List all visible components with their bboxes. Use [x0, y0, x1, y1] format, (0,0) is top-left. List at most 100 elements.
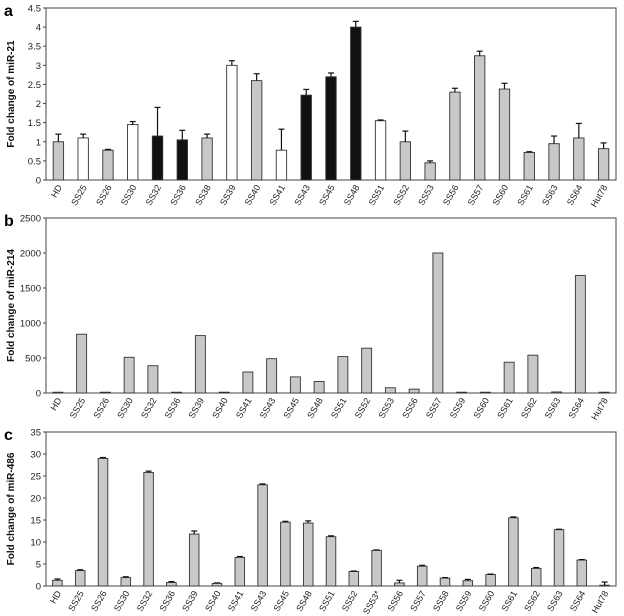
- x-tick-label: SS57: [466, 183, 486, 207]
- bar-SS43: [266, 358, 278, 394]
- x-tick-label: SS32: [139, 396, 159, 420]
- x-tick-label: SS32: [135, 589, 155, 613]
- y-tick-label: 1: [36, 137, 41, 148]
- x-tick-label: SS38: [193, 183, 213, 207]
- bar-HD: [52, 391, 64, 394]
- bar-SS26: [99, 391, 111, 394]
- chart-panel-a: a Fold change of miR-21 0 0.5 1 1.5 2 2.5 3 3.5 4 4…: [4, 3, 617, 209]
- x-tick-label: HD: [48, 589, 63, 606]
- x-tick-label: SS57: [408, 589, 428, 613]
- x-tick-label: SS25: [68, 396, 88, 420]
- x-tick-label: SS52: [340, 589, 360, 613]
- bar-SS57: [474, 55, 486, 181]
- bar-SS60: [479, 391, 491, 394]
- x-tick-label: SS52: [391, 183, 411, 207]
- x-tick-label: Hut78: [589, 183, 610, 209]
- x-tick-label: SS61: [515, 183, 535, 207]
- bar-SS63: [553, 529, 565, 587]
- x-tick-label: SS32: [144, 183, 164, 207]
- x-tick-label: SS62: [522, 589, 542, 613]
- bar-SS32: [151, 135, 164, 181]
- y-tick-label: 5: [36, 560, 41, 571]
- bar-SS64: [574, 274, 586, 394]
- x-tick-label: SS59: [454, 589, 474, 613]
- x-tick-label: SS40: [203, 589, 223, 613]
- bar-SS40: [211, 582, 223, 587]
- bar-SS63: [551, 391, 563, 394]
- y-axis-label: Fold change of miR-214: [6, 249, 17, 362]
- y-axis-label: Fold change of miR-486: [6, 452, 17, 565]
- x-tick-label: SS60: [477, 589, 497, 613]
- bar-SS32: [143, 472, 154, 587]
- y-tick-label: 0: [36, 389, 41, 400]
- x-tick-label: SS26: [89, 589, 109, 613]
- x-tick-label: SS39: [218, 183, 238, 207]
- bar-HD: [52, 579, 63, 587]
- y-tick-label: 4.5: [28, 4, 41, 15]
- bar-HD: [52, 141, 65, 181]
- x-tick-label: SS59: [448, 396, 468, 420]
- bar-SS56: [449, 91, 461, 181]
- x-tick-label: SS25: [66, 589, 86, 613]
- x-tick-label: SS53*: [361, 589, 383, 616]
- y-tick-label: 0: [36, 582, 41, 593]
- bar-Hut78: [597, 148, 610, 181]
- x-tick-label: SS62: [519, 396, 539, 420]
- x-tick-label: SS64: [568, 589, 588, 613]
- y-tick-label: 1000: [20, 319, 41, 330]
- x-tick-label: SS30: [112, 589, 132, 613]
- bar-SS56: [394, 582, 405, 587]
- x-tick-label: SS40: [243, 183, 263, 207]
- x-tick-label: SS41: [226, 589, 246, 613]
- bar-SS52: [399, 141, 412, 181]
- x-tick-label: SS43: [249, 589, 269, 613]
- bar-SS48: [313, 381, 325, 394]
- x-tick-label: SS60: [491, 183, 511, 207]
- bar-SS41: [234, 556, 246, 587]
- bar-SS36: [176, 139, 188, 181]
- x-tick-label: SS53: [376, 396, 396, 420]
- bar-SS56: [408, 388, 420, 394]
- x-tick-label: Hut78: [590, 589, 611, 615]
- bar-SS61: [508, 517, 519, 587]
- x-tick-label: SS51: [329, 396, 349, 420]
- bar-SS53: [384, 387, 396, 394]
- x-tick-label: SS61: [495, 396, 515, 420]
- panel-label: b: [4, 213, 14, 230]
- y-tick-label: 25: [30, 472, 41, 483]
- bar-SS30: [120, 577, 132, 587]
- chart-panel-b: b Fold change of miR-214 0 500 1000 1500 2000 2…: [4, 213, 617, 422]
- bar-SS48: [350, 26, 362, 181]
- x-tick-label: SS48: [305, 396, 325, 420]
- x-tick-label: SS36: [163, 396, 183, 420]
- bar-SS39: [188, 533, 200, 587]
- bar-SS38: [201, 137, 213, 181]
- y-tick-label: 0: [36, 176, 41, 187]
- bar-SS45: [289, 376, 301, 394]
- bar-SS48: [302, 522, 314, 587]
- y-axis-label: Fold change of miR-21: [6, 40, 17, 148]
- x-tick-label: SS30: [119, 183, 139, 207]
- x-tick-label: SS39: [180, 589, 200, 613]
- bar-SS62: [530, 567, 542, 587]
- bar-SS32: [147, 365, 159, 394]
- x-tick-label: SS64: [565, 183, 585, 207]
- bar-SS26: [97, 457, 109, 587]
- x-tick-label: SS43: [258, 396, 278, 420]
- x-tick-label: SS56: [385, 589, 405, 613]
- y-tick-label: 10: [30, 538, 41, 549]
- bar-SS59: [462, 580, 474, 587]
- x-tick-label: SS45: [281, 396, 301, 420]
- x-tick-label: SS56: [441, 183, 461, 207]
- bar-SS36: [171, 391, 183, 394]
- bar-SS51: [374, 120, 387, 181]
- y-tick-label: 500: [25, 354, 41, 365]
- bar-SS41: [275, 149, 288, 181]
- bar-SS40: [250, 80, 263, 181]
- x-tick-label: SS63: [540, 183, 560, 207]
- plot-frame: [45, 217, 617, 394]
- y-tick-label: 3.5: [28, 42, 41, 53]
- y-tick-label: 4: [36, 23, 41, 34]
- bar-SS51: [337, 356, 349, 394]
- x-tick-label: SS58: [431, 589, 451, 613]
